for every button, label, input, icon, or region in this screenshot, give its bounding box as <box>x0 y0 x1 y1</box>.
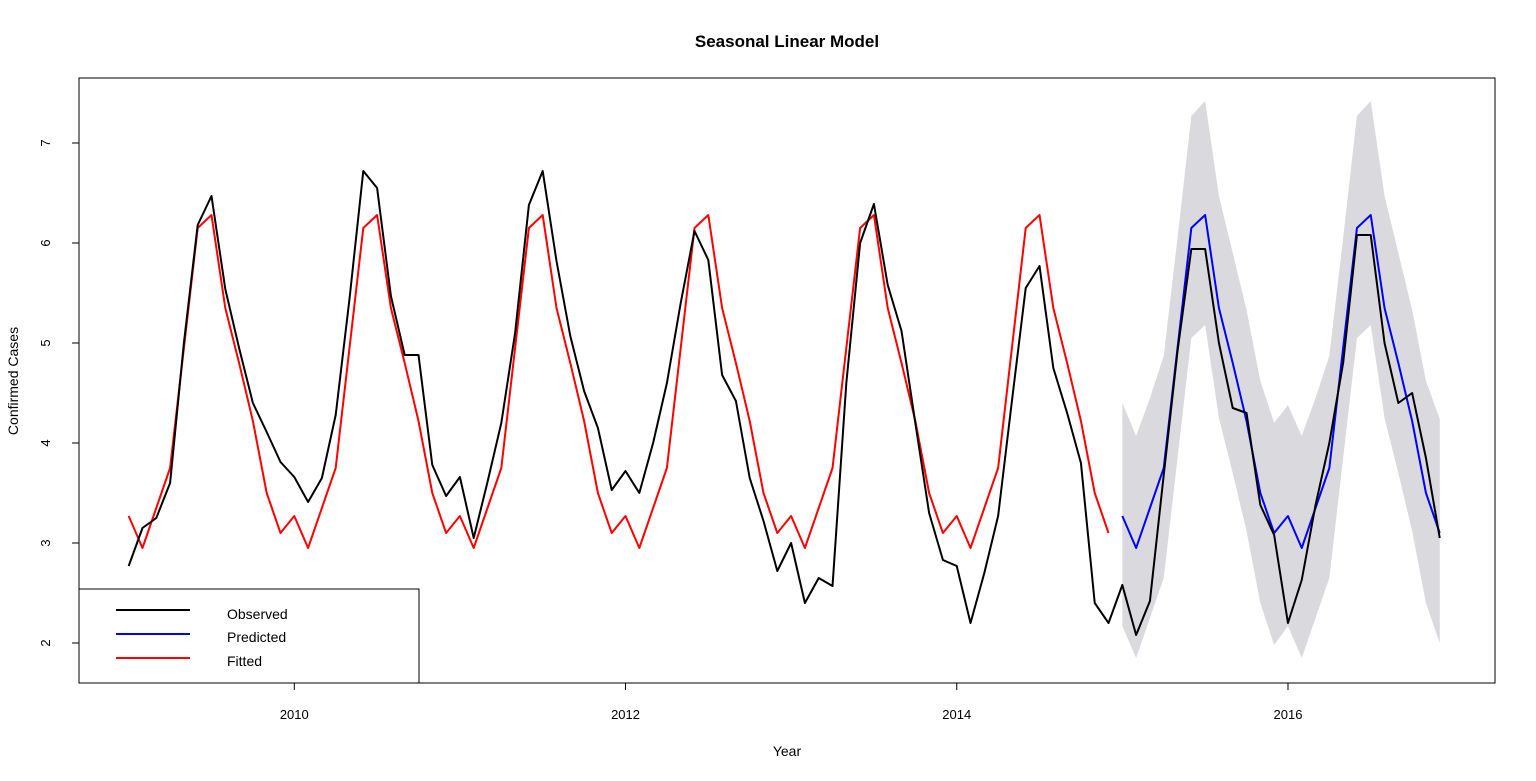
y-tick-label: 6 <box>38 239 53 246</box>
y-tick-label: 3 <box>38 539 53 546</box>
y-tick-label: 4 <box>38 439 53 446</box>
x-tick-label: 2014 <box>942 707 971 722</box>
plot-frame <box>78 77 1496 684</box>
x-axis-label: Year <box>773 743 802 759</box>
legend-label-predicted: Predicted <box>227 629 286 645</box>
y-tick-label: 5 <box>38 339 53 346</box>
y-axis-label: Confirmed Cases <box>5 327 21 435</box>
x-tick-label: 2010 <box>280 707 309 722</box>
prediction-interval-layer <box>1122 101 1440 658</box>
x-axis: 2010 2012 2014 2016 <box>280 683 1303 722</box>
series-line-observed <box>127 170 1441 636</box>
legend-label-fitted: Fitted <box>227 653 262 669</box>
series-layer <box>127 170 1441 636</box>
legend: Observed Predicted Fitted <box>78 588 420 684</box>
y-tick-label: 7 <box>38 139 53 146</box>
prediction-interval-band <box>1122 101 1440 658</box>
series-line-fitted <box>127 214 1110 549</box>
legend-label-observed: Observed <box>227 606 288 622</box>
legend-box <box>78 588 420 684</box>
x-tick-label: 2016 <box>1274 707 1303 722</box>
y-axis: 2 3 4 5 6 7 <box>38 139 79 647</box>
x-tick-label: 2012 <box>611 707 640 722</box>
chart-title: Seasonal Linear Model <box>695 32 879 51</box>
y-tick-label: 2 <box>38 639 53 646</box>
